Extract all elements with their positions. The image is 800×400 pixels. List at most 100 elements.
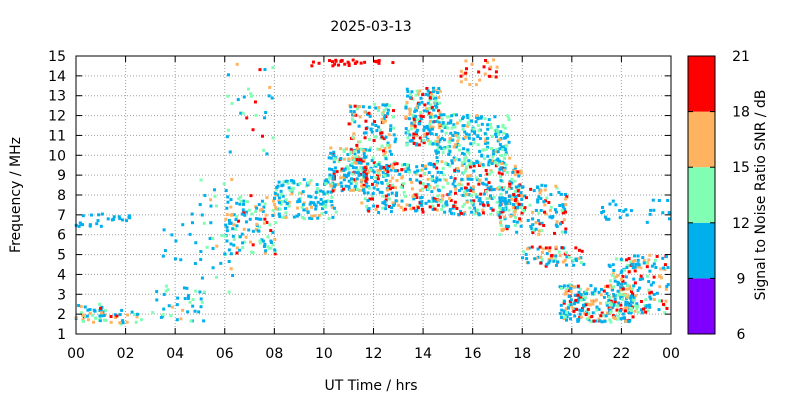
data-point [391,166,395,170]
data-point [464,192,468,196]
x-axis-ticks: 00 02 04 06 08 10 12 14 16 18 20 22 00 [67,56,680,362]
data-point [600,311,604,315]
data-point [358,140,362,144]
data-point [496,150,500,154]
data-point [428,140,432,144]
data-point [98,302,102,306]
data-point [601,313,605,317]
data-point [503,156,507,160]
data-point [394,169,398,173]
data-point [495,65,499,69]
data-point [362,152,366,156]
data-point [418,122,422,126]
data-point [634,294,638,298]
data-point [256,229,260,233]
data-point [595,308,599,312]
data-point [365,181,369,185]
data-point [298,181,302,185]
data-point [559,303,563,307]
data-point [537,229,541,233]
data-point [430,190,434,194]
data-point [603,285,607,289]
data-point [199,305,203,309]
y-axis-label: Frequency / MHz [8,137,24,253]
data-point [425,86,429,90]
data-point [539,196,543,200]
data-point [598,301,602,305]
data-point [128,214,132,218]
data-point [355,161,359,165]
data-point [240,232,244,236]
data-point [666,198,670,202]
data-point [585,317,589,321]
data-point [563,258,567,262]
data-point [447,152,451,156]
data-point [422,128,426,132]
data-point [643,304,647,308]
data-point [470,201,474,205]
data-point [249,194,253,198]
data-point [659,267,663,271]
data-point [435,166,439,170]
data-point [415,106,419,110]
data-point [434,133,438,137]
data-point [400,163,404,167]
data-point [412,206,416,210]
data-point [331,189,335,193]
data-point [490,170,494,174]
data-point [394,137,398,141]
data-point [561,205,565,209]
data-point [438,101,442,105]
data-point [431,115,435,119]
data-point [472,127,476,131]
data-point [493,129,497,133]
data-point [627,311,631,315]
data-point [423,132,427,136]
data-point [366,171,370,175]
data-point [545,196,549,200]
data-point [390,191,394,195]
data-point [469,189,473,193]
data-point [581,307,585,311]
data-point [609,283,613,287]
data-point [628,287,632,291]
data-point [470,119,474,123]
data-point [612,285,616,289]
data-point [591,311,595,315]
data-point [645,220,649,224]
data-point [163,249,167,253]
data-point [493,160,497,164]
data-point [461,115,465,119]
data-point [644,298,648,302]
data-point [534,227,538,231]
data-point [381,171,385,175]
data-point [647,288,651,292]
data-point [268,223,272,227]
data-point [630,300,634,304]
data-point [384,157,388,161]
data-point [376,169,380,173]
data-point [176,296,180,300]
data-point [437,116,441,120]
data-point [292,181,296,185]
data-point [504,202,508,206]
data-point [412,136,416,140]
data-point [374,207,378,211]
data-point [311,60,315,64]
data-point [224,223,228,227]
data-point [645,274,649,278]
data-point [491,208,495,212]
data-point [420,168,424,172]
data-point [466,174,470,178]
data-point [541,247,545,251]
data-point [560,313,564,317]
data-point [435,161,439,165]
data-point [456,166,460,170]
data-point [360,201,364,205]
data-point [446,145,450,149]
data-point [439,170,443,174]
data-point [560,308,564,312]
data-point [556,260,560,264]
data-point [239,111,243,115]
data-point [415,130,419,134]
